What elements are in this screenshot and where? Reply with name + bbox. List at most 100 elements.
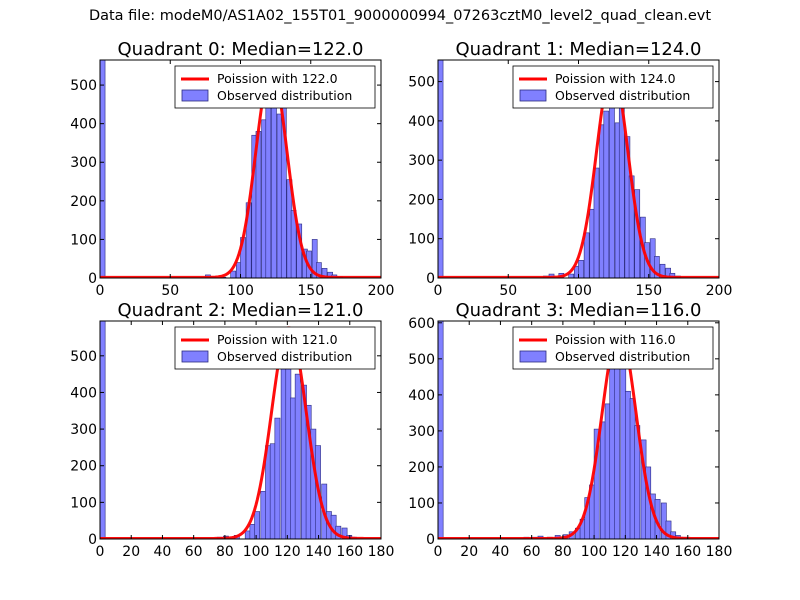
x-tick-label: 40: [154, 544, 172, 560]
y-tick-label: 200: [408, 460, 435, 476]
histogram-bar: [438, 60, 444, 278]
x-tick-label: 200: [706, 283, 733, 299]
plot-area: [438, 60, 719, 278]
panel-title: Quadrant 2: Median=121.0: [118, 300, 364, 321]
x-tick-label: 160: [674, 544, 701, 560]
y-tick-label: 500: [70, 78, 97, 94]
histogram-bar: [618, 104, 625, 278]
y-tick-label: 100: [408, 496, 435, 512]
x-tick-label: 160: [336, 544, 363, 560]
legend: Poission with 122.0 Observed distribution: [174, 65, 376, 109]
histogram-bar: [609, 354, 616, 539]
plot-area: [438, 321, 719, 539]
legend-label-observed: Observed distribution: [555, 349, 690, 364]
legend-label-poisson: Poission with 122.0: [217, 71, 338, 86]
legend: Poission with 124.0 Observed distribution: [512, 65, 714, 109]
histogram-bar: [269, 443, 276, 539]
x-tick-label: 40: [492, 544, 510, 560]
x-tick-label: 80: [216, 544, 234, 560]
plot-area: [100, 60, 381, 278]
legend-label-poisson: Poission with 124.0: [555, 71, 676, 86]
x-tick-label: 50: [161, 283, 179, 299]
legend-label-poisson: Poission with 121.0: [217, 332, 338, 347]
y-tick-label: 400: [70, 117, 97, 133]
histogram-bar: [438, 321, 444, 539]
x-tick-label: 180: [368, 544, 395, 560]
y-tick-label: 500: [70, 349, 97, 365]
histogram-bar: [294, 373, 301, 539]
x-tick-label: 20: [460, 544, 478, 560]
histogram-bar: [600, 421, 606, 539]
histogram-bar: [290, 397, 296, 539]
panel-quadrant-2: 0 20 40 60 80 100 120 140 160 1800100200300400500…: [70, 300, 394, 560]
histogram-bar: [669, 272, 676, 278]
y-tick-label: 400: [70, 385, 97, 401]
x-tick-label: 100: [243, 544, 270, 560]
x-tick-label: 120: [274, 544, 301, 560]
x-tick-label: 60: [523, 544, 541, 560]
legend-bar-swatch: [519, 89, 547, 102]
poisson-curve: [100, 67, 381, 278]
x-tick-label: 140: [643, 544, 670, 560]
legend-label-observed: Observed distribution: [217, 349, 352, 364]
histogram-bar: [625, 390, 631, 539]
x-tick-label: 100: [227, 283, 254, 299]
legend: Poission with 116.0 Observed distribution: [512, 326, 714, 370]
histogram-bar: [341, 527, 348, 539]
legend: Poission with 121.0 Observed distribution: [174, 326, 376, 370]
histogram-bar: [316, 262, 322, 278]
legend-bar-swatch: [181, 89, 209, 102]
histogram-bar: [578, 260, 584, 278]
y-tick-label: 300: [70, 422, 97, 438]
histogram-bar: [260, 491, 267, 539]
legend-label-poisson: Poission with 116.0: [555, 332, 676, 347]
x-tick-label: 150: [297, 283, 324, 299]
panel-quadrant-3: 0 20 40 60 80 100 120 140 160 1800100200300400500…: [408, 300, 732, 560]
panel-title: Quadrant 0: Median=122.0: [118, 39, 364, 60]
x-tick-label: 120: [612, 544, 639, 560]
histogram-bar: [593, 167, 600, 278]
y-tick-label: 200: [70, 459, 97, 475]
x-tick-label: 100: [565, 283, 592, 299]
y-tick-label: 100: [70, 495, 97, 511]
y-tick-label: 300: [70, 155, 97, 171]
panel-title: Quadrant 3: Median=116.0: [456, 300, 702, 321]
y-tick-label: 400: [408, 114, 435, 130]
legend-label-observed: Observed distribution: [555, 88, 690, 103]
histogram-bar: [285, 348, 292, 539]
x-tick-label: 180: [706, 544, 733, 560]
x-tick-label: 0: [434, 283, 443, 299]
histogram-bar: [230, 270, 237, 278]
poisson-curve: [438, 327, 719, 539]
y-tick-label: 500: [408, 352, 435, 368]
y-tick-label: 300: [408, 153, 435, 169]
figure-title: Data file: modeM0/AS1A02_155T01_90000009…: [88, 8, 712, 24]
x-tick-label: 140: [305, 544, 332, 560]
poisson-curve: [438, 67, 719, 278]
y-tick-label: 400: [408, 388, 435, 404]
y-tick-label: 300: [408, 424, 435, 440]
poisson-curve: [100, 326, 381, 539]
histogram-bar: [629, 398, 636, 539]
x-tick-label: 200: [368, 283, 395, 299]
y-tick-label: 200: [408, 192, 435, 208]
legend-bar-swatch: [519, 350, 547, 363]
histogram-bar: [603, 110, 610, 278]
histogram-bar: [614, 342, 620, 539]
histogram-bar: [274, 417, 281, 539]
histogram-bar: [568, 273, 575, 278]
histogram-bar: [593, 428, 600, 539]
legend-label-observed: Observed distribution: [217, 88, 352, 103]
y-tick-label: 100: [408, 232, 435, 248]
panel-quadrant-1: 0 50 100 150 200 0 100 200 300 400 500 Quadrant 1: …: [408, 39, 732, 299]
y-tick-label: 0: [88, 271, 97, 287]
y-tick-label: 600: [408, 316, 435, 332]
legend-bar-swatch: [181, 350, 209, 363]
histogram-bar: [620, 367, 627, 539]
x-tick-label: 80: [554, 544, 572, 560]
x-tick-label: 20: [122, 544, 140, 560]
histogram-bar: [280, 362, 287, 539]
x-tick-label: 150: [635, 283, 662, 299]
axes-frame: [437, 320, 720, 540]
